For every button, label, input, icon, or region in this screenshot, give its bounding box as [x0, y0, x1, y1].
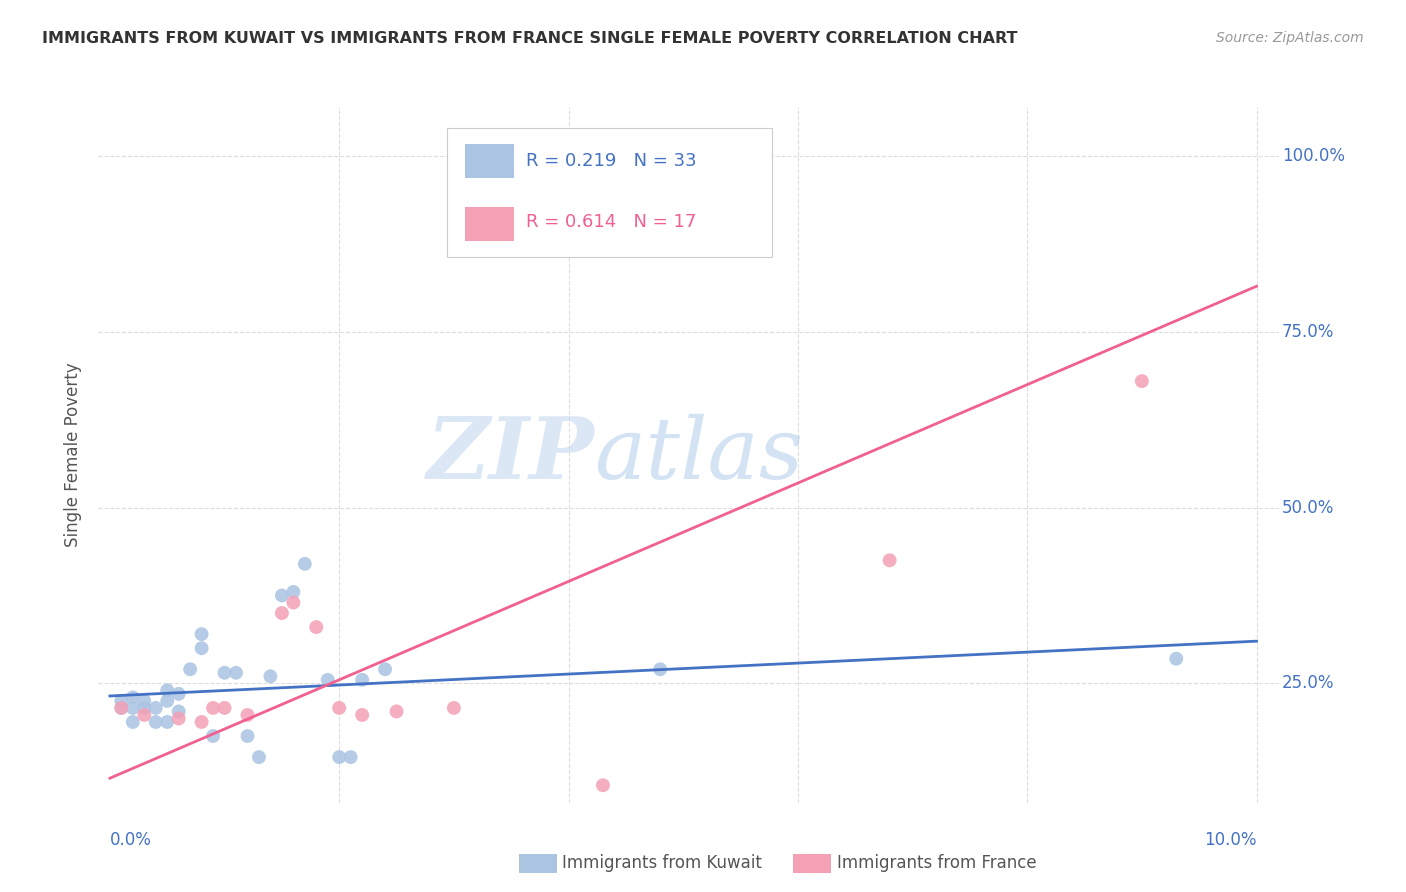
Point [134, 708, 156, 723]
Text: IMMIGRANTS FROM KUWAIT VS IMMIGRANTS FROM FRANCE SINGLE FEMALE POVERTY CORRELATI: IMMIGRANTS FROM KUWAIT VS IMMIGRANTS FRO… [42, 31, 1018, 46]
FancyBboxPatch shape [447, 128, 772, 257]
Point [167, 711, 190, 725]
Point [374, 662, 396, 676]
Point [190, 641, 212, 656]
Point [247, 750, 270, 764]
Point [156, 683, 179, 698]
Text: 0.0%: 0.0% [110, 830, 152, 848]
Text: Source: ZipAtlas.com: Source: ZipAtlas.com [1216, 31, 1364, 45]
Point [328, 701, 350, 715]
Text: 75.0%: 75.0% [1282, 323, 1334, 341]
Point [236, 708, 259, 723]
Point [145, 714, 167, 729]
Point [121, 701, 143, 715]
Point [167, 705, 190, 719]
Point [110, 694, 132, 708]
Point [167, 687, 190, 701]
FancyBboxPatch shape [464, 207, 515, 241]
Point [443, 701, 465, 715]
Text: R = 0.219   N = 33: R = 0.219 N = 33 [526, 152, 696, 169]
Point [283, 585, 305, 599]
Point [592, 778, 614, 792]
Text: Immigrants from France: Immigrants from France [837, 855, 1036, 872]
Point [121, 690, 143, 705]
Point [214, 665, 236, 680]
Point [134, 701, 156, 715]
Text: R = 0.614   N = 17: R = 0.614 N = 17 [526, 213, 696, 231]
Point [879, 553, 901, 567]
Point [1166, 651, 1188, 665]
Point [270, 589, 292, 603]
Point [283, 595, 305, 609]
Text: 10.0%: 10.0% [1204, 830, 1257, 848]
Text: 100.0%: 100.0% [1282, 147, 1344, 165]
Point [179, 662, 201, 676]
Point [316, 673, 339, 687]
Point [110, 701, 132, 715]
Point [202, 729, 225, 743]
Text: 25.0%: 25.0% [1282, 674, 1334, 692]
Point [156, 714, 179, 729]
Point [385, 705, 408, 719]
Text: 50.0%: 50.0% [1282, 499, 1334, 516]
Point [190, 714, 212, 729]
Point [202, 701, 225, 715]
Point [352, 673, 374, 687]
Point [110, 701, 132, 715]
Point [214, 701, 236, 715]
Point [1130, 374, 1153, 388]
Point [352, 708, 374, 723]
Point [294, 557, 316, 571]
Point [225, 665, 247, 680]
Point [650, 662, 672, 676]
Y-axis label: Single Female Poverty: Single Female Poverty [65, 363, 83, 547]
FancyBboxPatch shape [464, 144, 515, 178]
Point [134, 694, 156, 708]
Point [156, 694, 179, 708]
Point [270, 606, 292, 620]
Point [190, 627, 212, 641]
Text: atlas: atlas [595, 414, 804, 496]
Text: ZIP: ZIP [426, 413, 595, 497]
Point [121, 714, 143, 729]
Point [145, 701, 167, 715]
Text: Immigrants from Kuwait: Immigrants from Kuwait [562, 855, 762, 872]
Point [259, 669, 281, 683]
Point [236, 729, 259, 743]
Point [305, 620, 328, 634]
Point [328, 750, 350, 764]
Point [339, 750, 361, 764]
